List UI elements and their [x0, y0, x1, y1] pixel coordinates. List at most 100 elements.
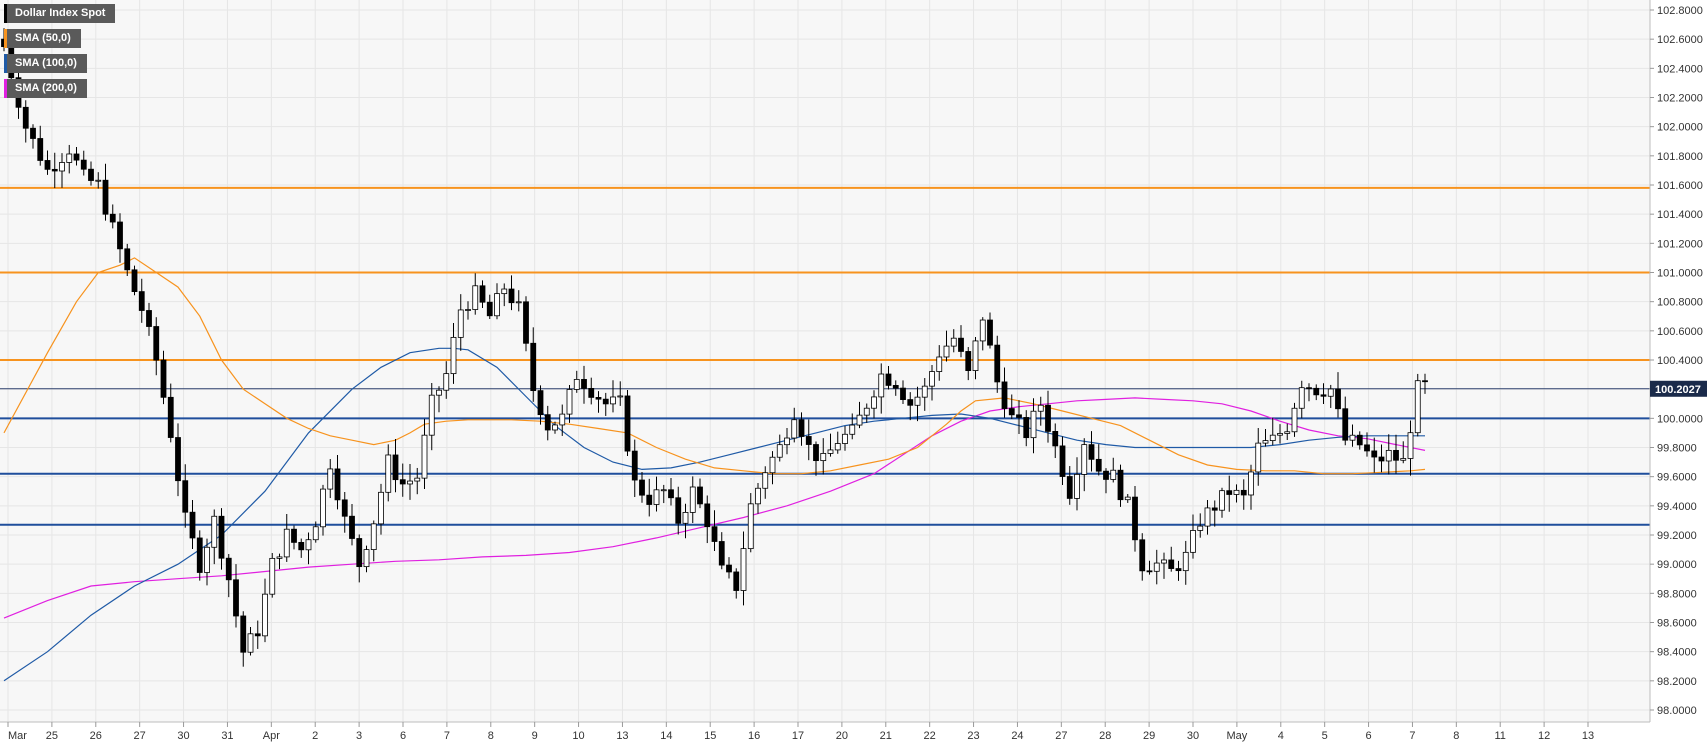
candle-body	[929, 371, 935, 387]
candle-body	[1233, 489, 1240, 495]
candle-body	[305, 539, 312, 551]
candle-body	[421, 434, 428, 479]
candle-body	[740, 548, 747, 591]
candle-body	[51, 168, 58, 172]
x-tick-label: 23	[967, 730, 979, 742]
candle-body	[167, 396, 174, 438]
candle-body	[450, 336, 457, 375]
x-tick-label: 3	[356, 730, 362, 742]
x-tick-label: 15	[704, 730, 716, 742]
candle-body	[1030, 410, 1037, 439]
candle-body	[1124, 496, 1131, 501]
legend-item-sma50[interactable]: SMA (50,0)	[4, 29, 115, 48]
candle-body	[66, 153, 73, 163]
candle-body	[211, 515, 218, 548]
x-tick-label: Apr	[263, 730, 280, 742]
candle-body	[1320, 394, 1327, 397]
y-tick-label: 101.8000	[1657, 151, 1703, 163]
candle-body	[994, 344, 1001, 383]
y-tick-label: 98.6000	[1657, 618, 1697, 630]
candle-body	[979, 319, 986, 342]
candle-body	[747, 503, 754, 550]
candle-body	[588, 387, 595, 398]
candle-body	[1211, 507, 1218, 511]
candle-body	[1255, 442, 1262, 473]
candle-body	[1356, 434, 1363, 446]
candle-body	[805, 436, 812, 445]
last-price-label: 100.2027	[1655, 384, 1701, 396]
candle-body	[863, 407, 870, 416]
candle-body	[1262, 440, 1269, 444]
candle-body	[1371, 450, 1378, 458]
candle-body	[791, 419, 798, 439]
candle-body	[892, 385, 899, 389]
y-tick-label: 101.4000	[1657, 209, 1703, 221]
candle-body	[494, 293, 500, 317]
candle-body	[436, 389, 442, 396]
candle-body	[1110, 469, 1117, 480]
y-tick-label: 100.4000	[1657, 355, 1703, 367]
candle-body	[965, 351, 972, 371]
candle-body	[1161, 559, 1167, 564]
candle-body	[1197, 525, 1204, 531]
candle-body	[704, 503, 711, 528]
candle-body	[80, 159, 87, 170]
candle-body	[298, 541, 305, 551]
candle-body	[936, 356, 943, 372]
candle-body	[1400, 458, 1407, 461]
sma50-line	[3, 257, 1426, 475]
candle-body	[544, 414, 551, 431]
candle-body	[921, 385, 928, 398]
x-tick-label: 2	[312, 730, 318, 742]
legend-label-price: Dollar Index Spot	[7, 4, 116, 23]
candle-body	[414, 477, 421, 482]
candle-body	[689, 486, 696, 513]
candle-body	[1001, 381, 1008, 409]
legend-item-sma100[interactable]: SMA (100,0)	[4, 54, 115, 73]
candle-body	[37, 138, 44, 161]
x-tick-label: May	[1226, 730, 1247, 742]
legend-swatch-sma50	[4, 29, 7, 48]
candle-body	[914, 396, 921, 406]
candle-body	[283, 528, 290, 558]
x-tick-label: 6	[1365, 730, 1371, 742]
candle-body	[987, 319, 993, 346]
candle-body	[660, 489, 667, 492]
legend-label-sma100: SMA (100,0)	[7, 54, 87, 73]
candle-body	[1132, 496, 1138, 541]
candle-body	[320, 488, 326, 528]
candle-body	[523, 301, 529, 344]
candle-body	[501, 288, 508, 295]
candle-body	[124, 248, 131, 271]
candle-body	[813, 444, 819, 462]
candle-body	[153, 326, 160, 361]
sma100-line	[3, 347, 1425, 682]
candle-body	[59, 162, 65, 172]
candle-body	[327, 468, 334, 490]
y-tick-label: 101.6000	[1657, 180, 1703, 192]
candle-body	[675, 497, 682, 524]
candle-body	[1153, 562, 1160, 572]
legend-item-sma200[interactable]: SMA (200,0)	[4, 79, 115, 98]
x-tick-label: 10	[572, 730, 584, 742]
candle-body	[73, 153, 80, 161]
candle-body	[370, 523, 377, 550]
x-tick-label: 6	[400, 730, 406, 742]
candle-body	[885, 373, 892, 386]
candle-body	[102, 179, 109, 215]
y-tick-label: 101.0000	[1657, 268, 1703, 280]
candle-body	[443, 373, 450, 391]
legend-item-price[interactable]: Dollar Index Spot	[4, 4, 116, 23]
candle-body	[1052, 430, 1059, 447]
x-tick-label: 12	[1538, 730, 1550, 742]
x-tick-label: 26	[90, 730, 102, 742]
x-tick-label: 7	[1409, 730, 1415, 742]
candle-body	[1284, 431, 1291, 434]
candle-body	[711, 526, 718, 542]
y-tick-label: 102.0000	[1657, 122, 1703, 134]
y-tick-label: 102.4000	[1657, 63, 1703, 75]
x-tick-label: 7	[444, 730, 450, 742]
candle-body	[196, 537, 203, 573]
candle-body	[842, 433, 848, 444]
